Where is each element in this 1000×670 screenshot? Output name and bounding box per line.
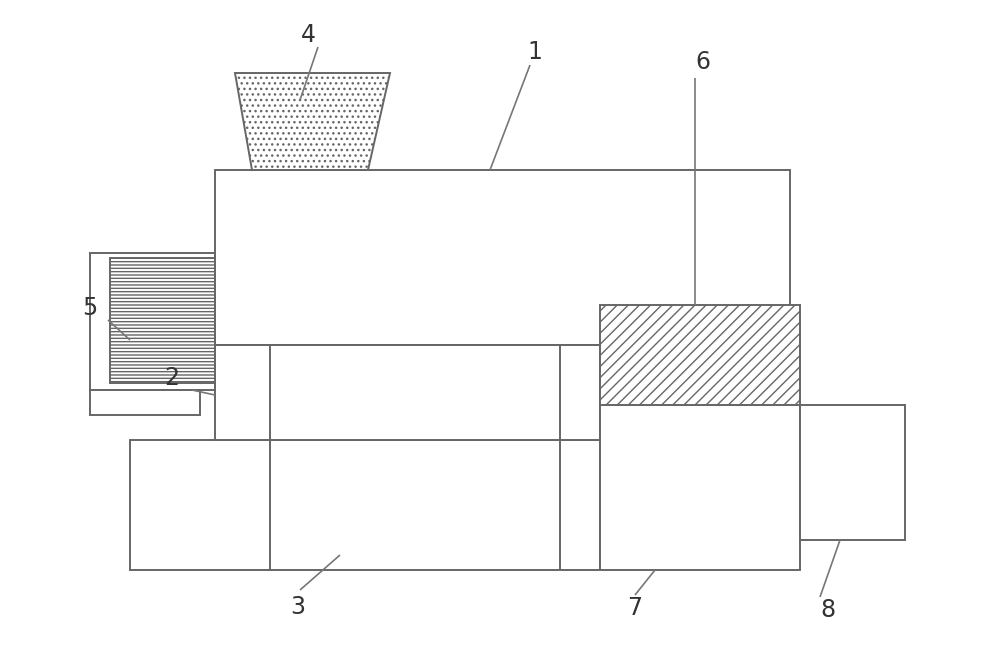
Bar: [215, 170, 790, 345]
Text: 7: 7: [628, 596, 642, 620]
Bar: [130, 440, 600, 570]
Bar: [90, 390, 200, 415]
Bar: [600, 305, 800, 405]
Polygon shape: [235, 73, 390, 170]
Bar: [90, 253, 215, 390]
Bar: [110, 258, 215, 383]
Text: 5: 5: [82, 296, 98, 320]
Bar: [800, 405, 905, 540]
Text: 2: 2: [165, 366, 180, 390]
Text: 6: 6: [696, 50, 710, 74]
Text: 4: 4: [301, 23, 316, 47]
Bar: [215, 345, 600, 440]
Bar: [600, 405, 800, 570]
Text: 1: 1: [528, 40, 542, 64]
Text: 8: 8: [820, 598, 836, 622]
Text: 3: 3: [291, 595, 306, 619]
